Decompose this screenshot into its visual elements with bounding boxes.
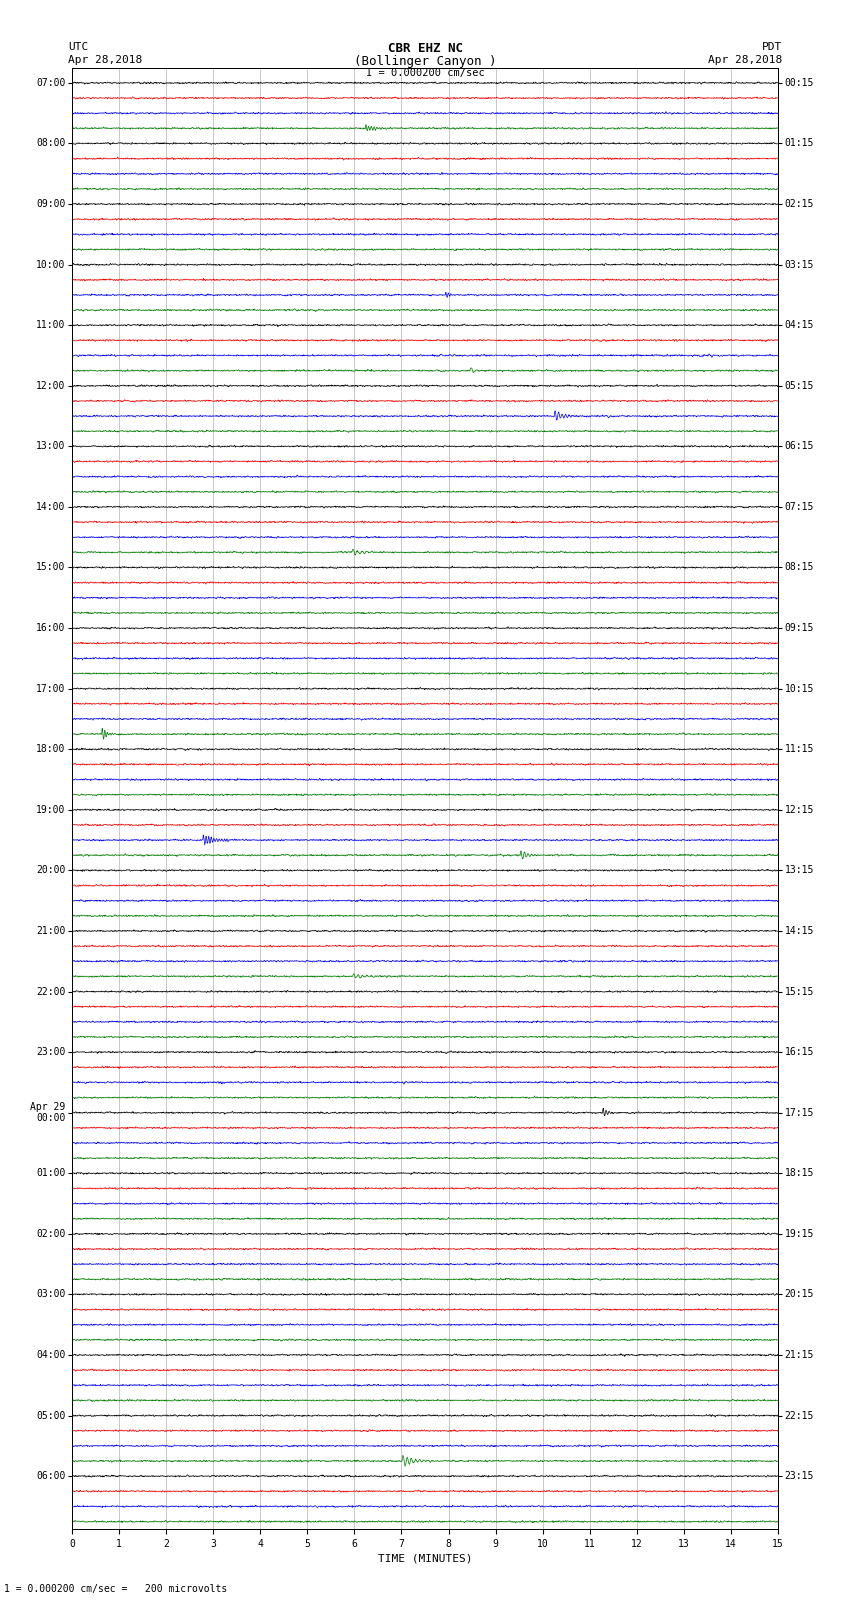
Text: Apr 28,2018: Apr 28,2018 (68, 55, 142, 65)
Text: Apr 28,2018: Apr 28,2018 (708, 55, 782, 65)
Text: (Bollinger Canyon ): (Bollinger Canyon ) (354, 55, 496, 68)
Text: 1 = 0.000200 cm/sec =   200 microvolts: 1 = 0.000200 cm/sec = 200 microvolts (4, 1584, 228, 1594)
Text: PDT: PDT (762, 42, 782, 52)
Text: I = 0.000200 cm/sec: I = 0.000200 cm/sec (366, 68, 484, 77)
X-axis label: TIME (MINUTES): TIME (MINUTES) (377, 1553, 473, 1563)
Text: CBR EHZ NC: CBR EHZ NC (388, 42, 462, 55)
Text: UTC: UTC (68, 42, 88, 52)
